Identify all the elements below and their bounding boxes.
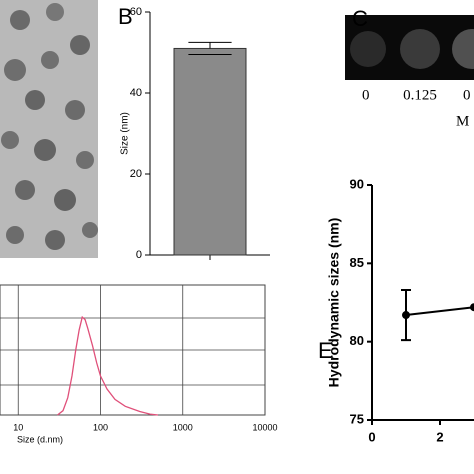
data-point: [470, 303, 474, 312]
y-tick-label: 80: [350, 333, 364, 348]
y-tick-label: 0: [136, 249, 142, 261]
x-tick-label: 1000: [173, 422, 193, 432]
y-tick-label: 75: [350, 411, 364, 426]
panel-c-image: [345, 15, 474, 80]
panel-label: C: [352, 6, 368, 31]
x-axis-label: Size (d.nm): [17, 434, 63, 444]
tem-image: [0, 0, 98, 258]
unit-label: M: [456, 113, 469, 129]
error-bar: [188, 41, 232, 56]
y-tick-label: 40: [130, 87, 142, 99]
y-axis-label: Hydrodynamic sizes (nm): [326, 218, 342, 388]
concentration-label: 0: [362, 87, 370, 103]
concentration-label: 0: [463, 87, 471, 103]
x-tick-label: 100: [93, 422, 108, 432]
x-tick-label: 0: [368, 429, 375, 444]
x-tick-label: 2: [436, 429, 443, 444]
y-tick-label: 60: [130, 6, 142, 18]
panel-d-grid: [0, 317, 265, 386]
error-bar: [401, 288, 411, 342]
x-tick-label: 10000: [252, 422, 277, 432]
y-tick-label: 20: [130, 168, 142, 180]
panel-label: E: [318, 338, 333, 363]
y-axis-label: Size (nm): [120, 112, 131, 155]
panel-label: B: [118, 4, 133, 29]
data-line: [405, 306, 474, 317]
data-line: [57, 315, 159, 416]
x-tick-label: 10: [13, 422, 23, 432]
y-tick-label: 90: [350, 176, 364, 191]
bar: [173, 47, 247, 256]
concentration-label: 0.125: [403, 87, 437, 103]
y-tick-label: 85: [350, 255, 364, 270]
